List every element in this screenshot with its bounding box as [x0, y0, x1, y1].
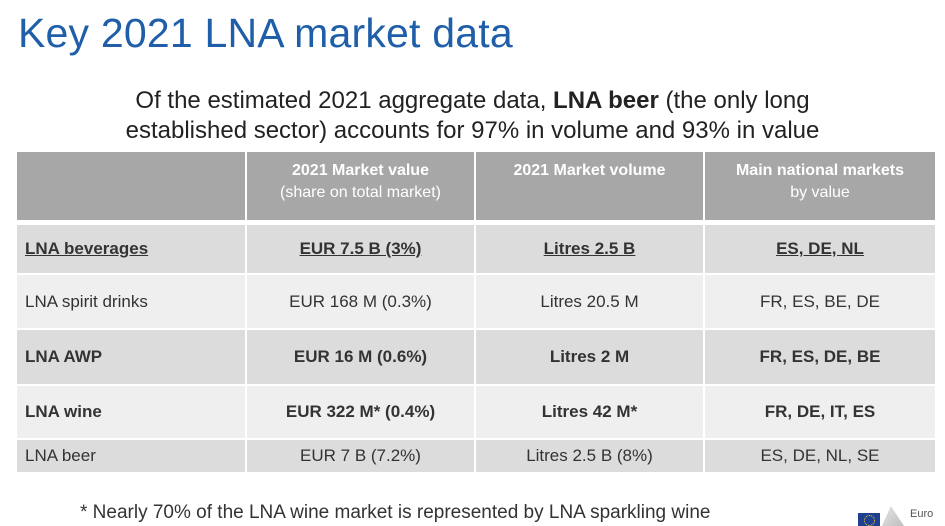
- header-market-volume: 2021 Market volume: [474, 152, 704, 220]
- logo-text: Euro: [910, 508, 934, 520]
- cell-category: LNA beer: [17, 438, 246, 472]
- subtitle-post: (the only long: [658, 87, 810, 114]
- table-header-row: 2021 Market value (share on total market)…: [17, 152, 935, 220]
- cell-markets: FR, ES, DE, BE: [703, 328, 935, 385]
- slide-title: Key 2021 LNA market data: [18, 10, 513, 56]
- cell-category: LNA AWP: [17, 328, 246, 385]
- footnote: * Nearly 70% of the LNA wine market is r…: [80, 502, 711, 523]
- cell-volume: Litres 2.5 B (8%): [474, 438, 704, 472]
- cell-category: LNA wine: [17, 384, 246, 439]
- cell-markets: FR, DE, IT, ES: [703, 384, 935, 439]
- header-empty: [17, 152, 246, 220]
- cell-volume: Litres 2 M: [474, 328, 704, 385]
- cell-volume: Litres 20.5 M: [474, 273, 704, 329]
- market-data-table: 2021 Market value (share on total market)…: [17, 152, 935, 472]
- cell-value: EUR 7.5 B (3%): [245, 223, 475, 274]
- cell-volume: Litres 42 M*: [474, 384, 704, 439]
- header-national-markets-sub: by value: [790, 184, 850, 201]
- table-row: LNA beer EUR 7 B (7.2%) Litres 2.5 B (8%…: [17, 438, 935, 472]
- cell-markets: FR, ES, BE, DE: [703, 273, 935, 329]
- eu-flag-icon: [858, 513, 880, 526]
- eu-logo: Euro: [850, 500, 945, 526]
- cell-markets: ES, DE, NL: [703, 223, 935, 274]
- header-national-markets: Main national markets by value: [703, 152, 935, 220]
- header-market-value: 2021 Market value (share on total market): [245, 152, 475, 220]
- subtitle-line-2: established sector) accounts for 97% in …: [125, 117, 820, 144]
- table-row: LNA AWP EUR 16 M (0.6%) Litres 2 M FR, E…: [17, 328, 935, 385]
- cell-value: EUR 7 B (7.2%): [245, 438, 475, 472]
- cell-volume: Litres 2.5 B: [474, 223, 704, 274]
- slide-subtitle: Of the estimated 2021 aggregate data, LN…: [0, 86, 945, 146]
- table-row: LNA beverages EUR 7.5 B (3%) Litres 2.5 …: [17, 223, 935, 274]
- cell-category: LNA spirit drinks: [17, 273, 246, 329]
- cell-markets: ES, DE, NL, SE: [703, 438, 935, 472]
- cell-value: EUR 322 M* (0.4%): [245, 384, 475, 439]
- cell-value: EUR 168 M (0.3%): [245, 273, 475, 329]
- header-market-value-sub: (share on total market): [280, 184, 441, 201]
- subtitle-pre: Of the estimated 2021 aggregate data,: [135, 87, 554, 114]
- subtitle-line-1: Of the estimated 2021 aggregate data, LN…: [0, 86, 945, 116]
- table-row: LNA wine EUR 322 M* (0.4%) Litres 42 M* …: [17, 384, 935, 439]
- cell-value: EUR 16 M (0.6%): [245, 328, 475, 385]
- building-icon: [882, 506, 904, 526]
- subtitle-bold: LNA beer: [553, 87, 659, 114]
- table-row: LNA spirit drinks EUR 168 M (0.3%) Litre…: [17, 273, 935, 329]
- cell-category: LNA beverages: [17, 223, 246, 274]
